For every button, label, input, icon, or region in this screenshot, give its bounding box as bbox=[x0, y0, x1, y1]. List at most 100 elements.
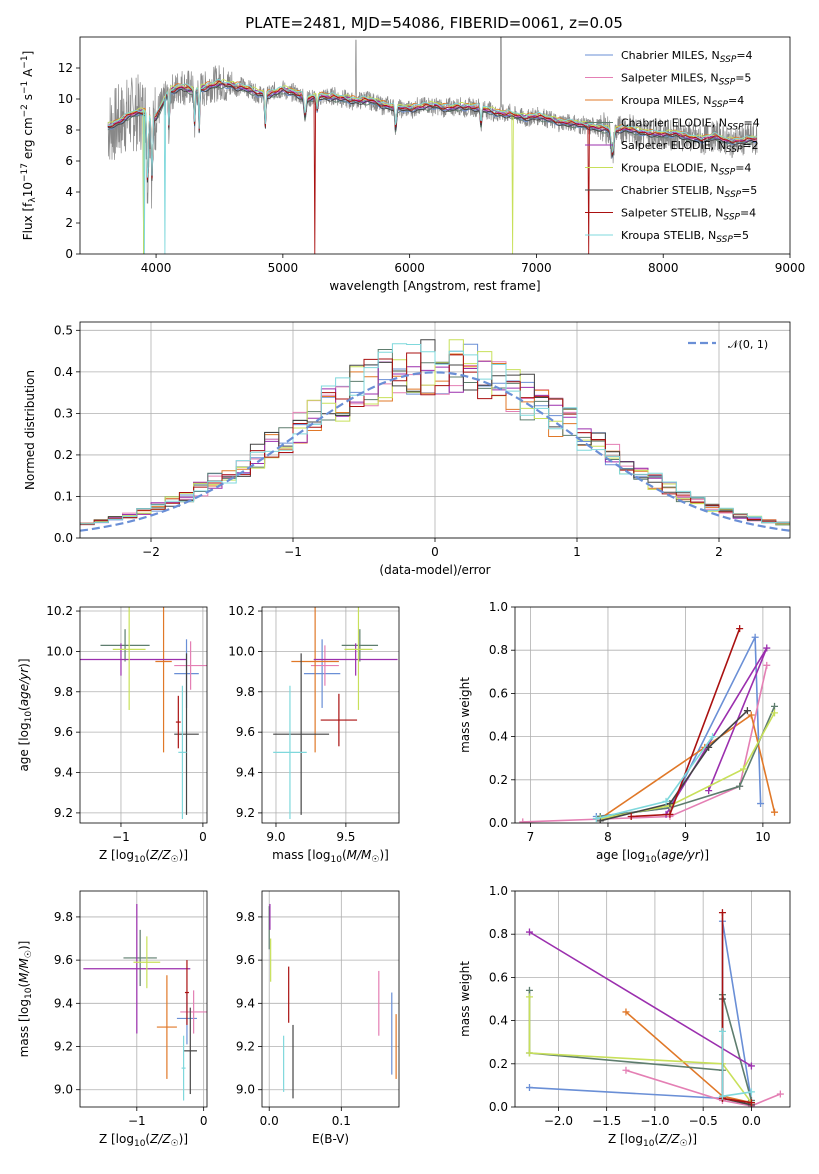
age_vs_mass-xlabel: mass [log10(M/M☉)] bbox=[272, 848, 389, 865]
residuals-xtick-label: 2 bbox=[715, 545, 723, 559]
residuals-xlabel: (data-model)/error bbox=[379, 563, 490, 577]
mass_vs_Z-ytick-label: 9.4 bbox=[54, 996, 73, 1010]
residuals-xtick-label: 1 bbox=[573, 545, 581, 559]
label-part: =4 bbox=[740, 207, 756, 220]
massweight_vs_age-ytick-label: 0.6 bbox=[489, 686, 508, 700]
label-part: 10 bbox=[24, 987, 34, 999]
massweight_vs_Z-panel: −2.0 −1.5 −1.0 −0.5 0.0 0.0 0.2 0.4 0.6 0.8 1.0 Z [… bbox=[458, 884, 791, 1149]
residuals-ytick-label: 0.1 bbox=[54, 489, 73, 503]
mass-weight-marker bbox=[525, 1049, 533, 1057]
legend-label: Chabrier STELIB, NSSP=5 bbox=[621, 184, 757, 200]
age_vs_Z-panel: −1 09.29.49.69.810.010.2Z [log10(Z/Z☉)]ag… bbox=[17, 604, 208, 865]
label-part: Z/Z bbox=[658, 1132, 680, 1146]
label-part: )] bbox=[17, 658, 31, 667]
mass_vs_ebv-ytick-label: 9.2 bbox=[236, 1040, 255, 1054]
label-part: SSP bbox=[723, 213, 740, 223]
massweight_vs_age-ytick-label: 0.4 bbox=[489, 730, 508, 744]
label-part: 10 bbox=[21, 182, 35, 197]
spectrum-ytick-label: 12 bbox=[58, 61, 73, 75]
mass_vs_Z-xtick-label: −1 bbox=[128, 1114, 146, 1128]
age_vs_mass-panel: 9.0 9.5 9.2 9.4 9.6 9.8 10.0 10.2 mass [log10(M/… bbox=[228, 604, 400, 865]
mass-weight-marker bbox=[747, 1088, 755, 1096]
label-part: )] bbox=[688, 1132, 697, 1146]
mass-weight-marker bbox=[519, 818, 527, 823]
residuals-frame bbox=[79, 321, 791, 539]
residual-histogram bbox=[80, 352, 790, 526]
mass-weight-marker bbox=[718, 909, 726, 917]
mass-weight-marker bbox=[743, 707, 751, 715]
massweight_vs_Z-ylabel: mass weight bbox=[458, 961, 472, 1037]
label-part: Normed distribution bbox=[23, 370, 37, 490]
massweight_vs_Z-frame bbox=[514, 890, 791, 1108]
residuals-plot-area bbox=[80, 339, 790, 532]
age_vs_Z-xtick-label: 0 bbox=[199, 830, 207, 844]
label-part: SSP bbox=[716, 235, 733, 245]
label-part: ☉ bbox=[680, 1139, 688, 1149]
mass-weight-line bbox=[599, 713, 776, 820]
label-part: Z [log bbox=[99, 848, 134, 862]
spectrum-ytick-label: 6 bbox=[65, 154, 73, 168]
label-part: )] bbox=[179, 1132, 188, 1146]
massweight_vs_Z-xtick-label: −1.0 bbox=[640, 1114, 669, 1128]
label-part: Salpeter STELIB, N bbox=[621, 207, 723, 220]
massweight_vs_Z-ytick-label: 1.0 bbox=[489, 884, 508, 898]
massweight_vs_age-ytick-label: 0.2 bbox=[489, 773, 508, 787]
massweight_vs_Z-xtick-label: −1.5 bbox=[592, 1114, 621, 1128]
mass-weight-marker bbox=[709, 733, 717, 741]
residuals-xtick-label: 0 bbox=[431, 545, 439, 559]
spectrum-frame bbox=[79, 36, 791, 255]
label-part: −2 bbox=[20, 104, 30, 117]
label-part: A bbox=[21, 68, 35, 81]
mass-weight-marker bbox=[776, 1090, 784, 1098]
residuals-ytick-label: 0.2 bbox=[54, 448, 73, 462]
mass-weight-line bbox=[625, 1069, 781, 1107]
legend-label: Chabrier MILES, NSSP=4 bbox=[621, 49, 753, 65]
massweight_vs_Z-ytick-label: 0.8 bbox=[489, 927, 508, 941]
mass_vs_Z-ytick-label: 9.8 bbox=[54, 910, 73, 924]
age_vs_Z-ylabel: age [log10(age/yr)] bbox=[17, 658, 34, 771]
mass-weight-marker bbox=[627, 813, 635, 821]
residual-histogram bbox=[80, 339, 790, 525]
age_vs_Z-ytick-label: 9.8 bbox=[54, 685, 73, 699]
residuals-panel: −2 −1 0 1 2 0.0 0.1 0.2 0.3 0.4 0.5 (data-model)/er… bbox=[23, 321, 791, 577]
mass-weight-marker bbox=[525, 1084, 533, 1092]
spectrum-xtick-label: 7000 bbox=[521, 261, 552, 275]
residuals-ytick-label: 0.3 bbox=[54, 406, 73, 420]
spectrum-plot-area bbox=[107, 37, 758, 254]
label-part: =4 bbox=[744, 117, 760, 130]
massweight_vs_Z-ytick-label: 0.6 bbox=[489, 970, 508, 984]
label-part: −1 bbox=[20, 81, 30, 94]
spectrum-xtick-label: 4000 bbox=[141, 261, 172, 275]
label-part: ☉ bbox=[24, 950, 34, 958]
spectrum-ylabel: Flux [fλ10−17 erg cm−2 s−1 A−1] bbox=[20, 51, 38, 241]
mass_vs_ebv-ytick-label: 9.8 bbox=[236, 910, 255, 924]
normal-curve bbox=[80, 371, 790, 532]
mass_vs_ebv-ytick-label: 9.4 bbox=[236, 996, 255, 1010]
label-part: Salpeter MILES, N bbox=[621, 72, 719, 85]
legend-label: Kroupa ELODIE, NSSP=4 bbox=[621, 162, 751, 178]
label-part: 10 bbox=[24, 711, 34, 723]
massweight_vs_age-plot-area bbox=[519, 625, 779, 823]
mass-weight-marker bbox=[736, 782, 744, 790]
label-part: ☉ bbox=[171, 1139, 179, 1149]
spectrum-model-line bbox=[107, 79, 757, 254]
massweight_vs_age-xtick-label: 9 bbox=[682, 830, 690, 844]
spectrum-ytick-label: 4 bbox=[65, 185, 73, 199]
label-part: SSP bbox=[711, 100, 728, 110]
age_vs_Z-xlabel: Z [log10(Z/Z☉)] bbox=[99, 848, 188, 865]
mass_vs_Z-frame bbox=[79, 890, 208, 1108]
label-part: =2 bbox=[742, 139, 758, 152]
mass_vs_Z-xlabel: Z [log10(Z/Z☉)] bbox=[99, 1132, 188, 1149]
mass-weight-marker bbox=[718, 1092, 726, 1100]
label-part: SSP bbox=[720, 55, 737, 65]
spectrum-xtick-label: 8000 bbox=[648, 261, 679, 275]
massweight_vs_age-xtick-label: 10 bbox=[755, 830, 770, 844]
label-part: Z [log bbox=[99, 1132, 134, 1146]
label-part: )] bbox=[700, 848, 709, 862]
label-part: M/M bbox=[17, 957, 31, 982]
mass_vs_Z-ytick-label: 9.2 bbox=[54, 1040, 73, 1054]
mass-weight-marker bbox=[525, 993, 533, 1001]
legend-label: Salpeter STELIB, NSSP=4 bbox=[621, 207, 756, 223]
label-part: Chabrier ELODIE, N bbox=[621, 117, 727, 130]
